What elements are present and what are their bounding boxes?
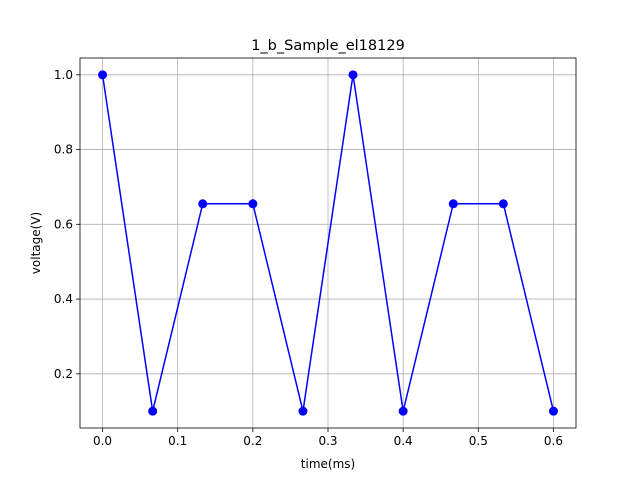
x-tick-label: 0.4 [394,434,413,448]
y-tick-label: 0.4 [54,292,73,306]
y-axis-label: voltage(V) [29,212,43,274]
data-point [148,406,158,416]
grid-lines [80,58,576,428]
series-layer [98,70,558,416]
data-point [348,70,358,80]
y-tick-label: 0.8 [54,143,73,157]
series-line [101,74,555,412]
x-tick-label: 0.1 [168,434,187,448]
data-point [448,199,458,209]
x-tick-label: 0.3 [318,434,337,448]
x-tick-label: 0.2 [243,434,262,448]
data-point [548,406,558,416]
data-point [98,70,108,80]
y-tick-label: 1.0 [54,68,73,82]
y-tick-label: 0.2 [54,367,73,381]
x-tick-label: 0.5 [469,434,488,448]
data-point [298,406,308,416]
x-tick-label: 0.0 [93,434,112,448]
y-tick-label: 0.6 [54,217,73,231]
axis-ticks: 0.0 0.1 0.2 0.3 0.4 0.5 0.6 0.2 0.4 0.6 0.8 1.0 [54,68,563,448]
x-axis-label: time(ms) [301,457,355,471]
data-point [248,199,258,209]
data-point [198,199,208,209]
chart-title: 1_b_Sample_el18129 [251,38,405,54]
data-point [498,199,508,209]
data-point [398,406,408,416]
x-tick-label: 0.6 [544,434,563,448]
